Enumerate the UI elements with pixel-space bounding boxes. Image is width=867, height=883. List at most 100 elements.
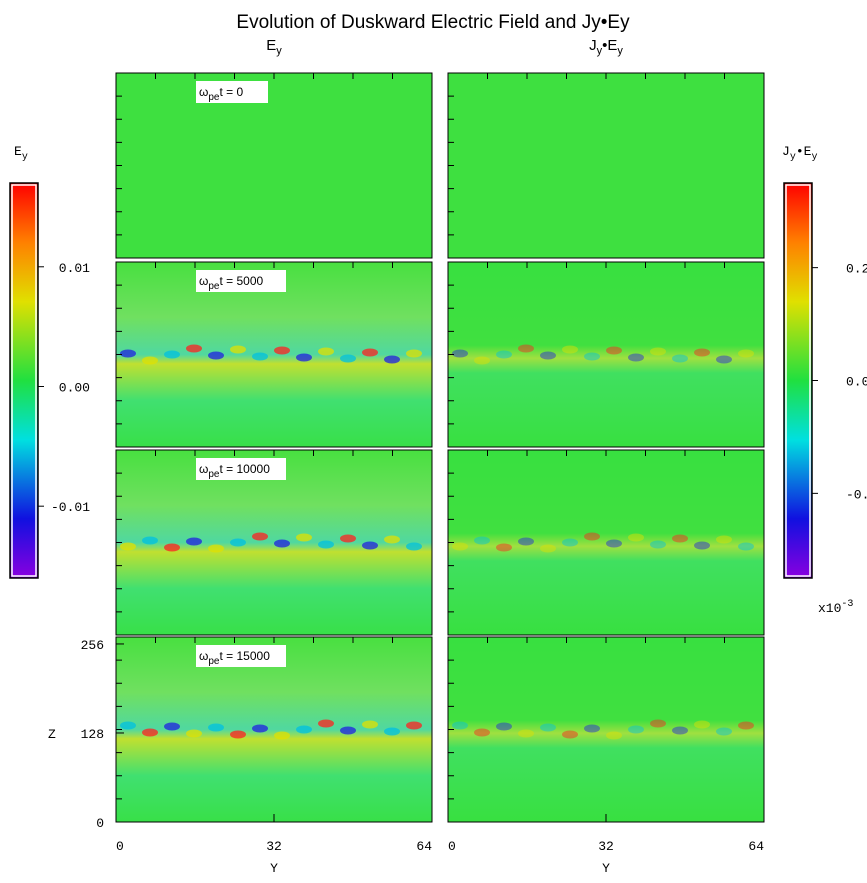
- field-blob: [694, 541, 710, 550]
- colorbar: [9, 182, 39, 579]
- field-blob: [384, 727, 400, 736]
- column-titles: Ey Jy•Ey: [266, 37, 623, 57]
- field-blob: [230, 730, 246, 739]
- field-blob: [142, 356, 158, 365]
- field-blob: [318, 540, 334, 549]
- field-blob: [672, 534, 688, 543]
- label-sub: y: [790, 152, 796, 163]
- field-blob: [518, 537, 534, 546]
- field-blob: [208, 723, 224, 732]
- field-blob: [406, 349, 422, 358]
- multiplier: x10: [818, 601, 841, 616]
- field-blob: [474, 356, 490, 365]
- field-blob: [672, 726, 688, 735]
- y-tick-label: 128: [81, 727, 104, 742]
- field-blob: [584, 724, 600, 733]
- field-blob: [120, 542, 136, 551]
- field-blob: [296, 353, 312, 362]
- omega-sub: pe: [208, 92, 220, 103]
- field-blob: [672, 354, 688, 363]
- field-blob: [452, 349, 468, 358]
- field-blob: [496, 722, 512, 731]
- omega: ω: [199, 85, 208, 99]
- field-blob: [186, 729, 202, 738]
- field-blob: [384, 355, 400, 364]
- field-blob: [362, 348, 378, 357]
- omega-sub: pe: [208, 469, 220, 480]
- label-sub: y: [811, 152, 817, 163]
- y-axis-label: Z: [48, 727, 56, 742]
- heatmap-panel: [448, 450, 764, 635]
- time: t = 0: [220, 85, 244, 99]
- field-blob: [362, 541, 378, 550]
- field-blob: [716, 355, 732, 364]
- field-blob: [540, 351, 556, 360]
- field-blob: [650, 719, 666, 728]
- field-blob: [628, 533, 644, 542]
- field-blob: [208, 544, 224, 553]
- field-blob: [406, 721, 422, 730]
- time-label: ωpet = 10000: [199, 462, 270, 480]
- colorbar-multiplier: x10-3: [818, 599, 853, 616]
- title-sub: y: [617, 45, 623, 57]
- field-blob: [362, 720, 378, 729]
- field-blob: [230, 345, 246, 354]
- field-blob: [186, 537, 202, 546]
- omega: ω: [199, 274, 208, 288]
- time-label: ωpet = 0: [199, 85, 244, 103]
- field-blob: [518, 729, 534, 738]
- field-blob: [738, 349, 754, 358]
- colorbar-label: Jy•Ey: [782, 144, 817, 163]
- field-blob: [562, 538, 578, 547]
- field-blob: [738, 721, 754, 730]
- x-tick-label: 32: [266, 839, 282, 854]
- field-blob: [406, 542, 422, 551]
- field-blob: [296, 725, 312, 734]
- field-blob: [650, 540, 666, 549]
- time-label-box: [196, 458, 286, 480]
- field-blob: [474, 536, 490, 545]
- field-blob: [628, 725, 644, 734]
- time: t = 5000: [220, 274, 264, 288]
- heatmap-panel: [448, 637, 764, 822]
- field-blob: [274, 731, 290, 740]
- field-blob: [142, 728, 158, 737]
- title: Evolution of Duskward Electric Field and…: [236, 12, 630, 33]
- field-blob: [606, 539, 622, 548]
- field-blob: [230, 538, 246, 547]
- omega-sub: pe: [208, 281, 220, 292]
- colorbar-tick-label: -0.2: [846, 487, 867, 502]
- field-blob: [164, 350, 180, 359]
- colorbar: [783, 182, 813, 579]
- label-main: J: [782, 144, 790, 159]
- heatmap-panel: [448, 262, 764, 447]
- field-blob: [164, 543, 180, 552]
- colorbar-tick-label: 0.00: [59, 380, 90, 395]
- title-main: J: [589, 37, 597, 54]
- field-blob: [340, 726, 356, 735]
- x-tick-label: 0: [116, 839, 124, 854]
- omega: ω: [199, 649, 208, 663]
- axes: 0 128 256 Z 0 32 64 Y 0 32 64 Y: [48, 638, 765, 876]
- colorbar-inner: [785, 184, 811, 577]
- multiplier-exp: -3: [841, 599, 853, 610]
- y-tick-label: 0: [96, 816, 104, 831]
- colorbar-tick-label: 0.01: [59, 261, 90, 276]
- x-axis-label: Y: [270, 861, 278, 876]
- colorbar-label: Ey: [14, 144, 28, 163]
- field-blob: [474, 728, 490, 737]
- field-blob: [142, 536, 158, 545]
- field-blob: [694, 348, 710, 357]
- field-blob: [384, 535, 400, 544]
- field-blob: [716, 727, 732, 736]
- field-blob: [120, 721, 136, 730]
- x-axis-label: Y: [602, 861, 610, 876]
- heatmap-panel: [448, 73, 764, 258]
- field-blob: [452, 542, 468, 551]
- colorbar-tick-label: 0.0: [846, 375, 867, 390]
- field-blob: [318, 719, 334, 728]
- field-blob: [164, 722, 180, 731]
